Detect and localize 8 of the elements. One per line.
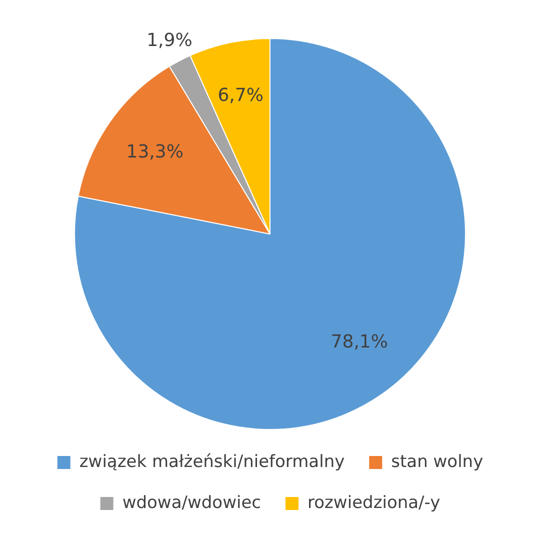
- data-label: 78,1%: [330, 331, 388, 352]
- data-label: 6,7%: [218, 85, 264, 106]
- legend-label: stan wolny: [391, 452, 484, 472]
- data-label: 1,9%: [146, 30, 192, 51]
- legend-label: wdowa/wdowiec: [122, 492, 262, 513]
- legend-label: związek małżeński/nieformalny: [79, 452, 345, 472]
- legend-label: rozwiedziona/-y: [307, 492, 440, 513]
- data-label: 13,3%: [126, 142, 184, 163]
